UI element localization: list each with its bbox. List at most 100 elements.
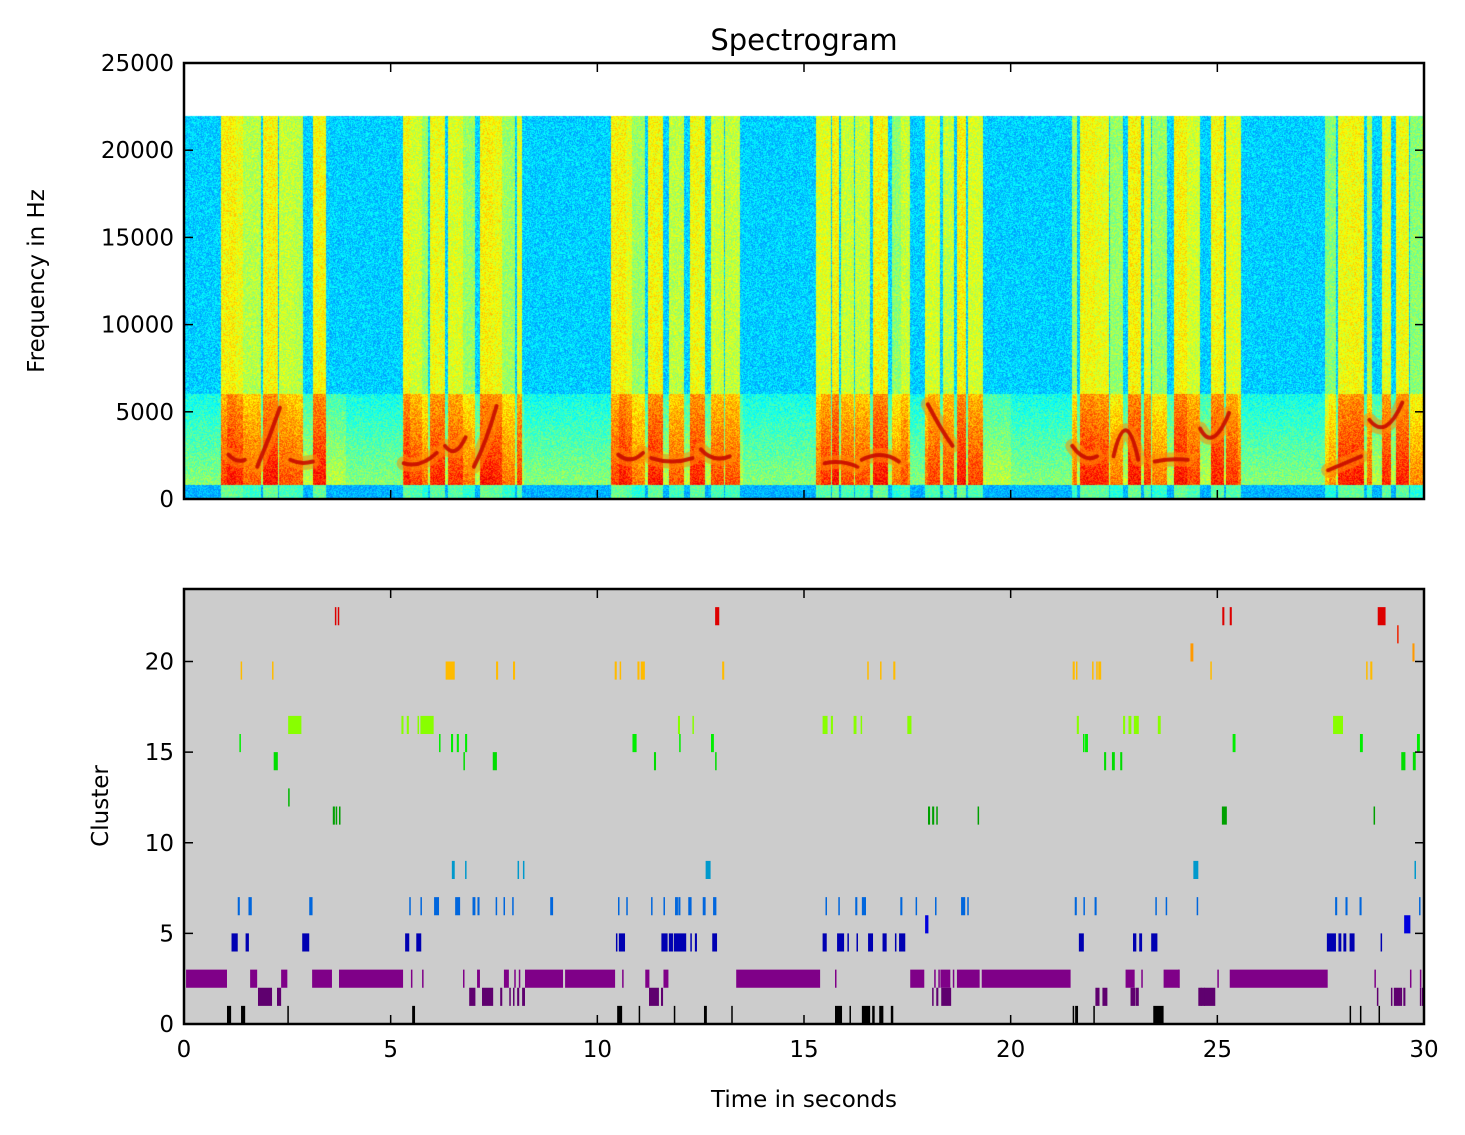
cluster-15-segment	[679, 734, 681, 753]
cluster-4-segment	[1139, 933, 1143, 952]
cluster-19-segment	[513, 661, 516, 680]
cluster-6-segment	[495, 897, 498, 916]
cluster-16-segment	[853, 715, 857, 735]
cluster-1-segment	[1419, 987, 1422, 1006]
cluster-1-segment	[1102, 987, 1108, 1006]
cluster-4-segment	[245, 933, 249, 952]
cluster-22-segment	[337, 607, 340, 626]
cluster-4-segment	[661, 933, 668, 952]
cluster-16-segment	[1128, 715, 1132, 735]
cluster-6-segment	[512, 897, 514, 916]
cluster-2-segment	[1217, 969, 1219, 988]
cluster-15-segment	[632, 734, 637, 753]
cluster-1-segment	[1403, 987, 1406, 1006]
cluster-4-segment	[1078, 933, 1084, 952]
cluster-19-segment	[640, 661, 645, 680]
cluster-4-segment	[1133, 933, 1137, 952]
cluster-4-segment	[712, 933, 717, 952]
cluster-2-segment	[1374, 969, 1376, 988]
cluster-4-segment	[668, 933, 673, 952]
cluster-0-segment	[1093, 1005, 1095, 1025]
cluster-1-segment	[1200, 987, 1205, 1006]
cluster-19-segment	[496, 661, 499, 680]
cluster-6-segment	[861, 897, 866, 916]
cluster-4-segment	[694, 933, 697, 952]
spectrogram-ytick-label: 25000	[101, 51, 174, 77]
cluster-1-segment	[513, 987, 515, 1006]
cluster-1-segment	[1095, 987, 1100, 1006]
cluster-8-segment	[1193, 860, 1199, 880]
cluster-0-segment	[879, 1005, 884, 1025]
cluster-4-segment	[837, 933, 845, 952]
cluster-19-segment	[867, 661, 869, 680]
cluster-19-segment	[1075, 661, 1078, 680]
cluster-0-segment	[1153, 1005, 1164, 1025]
spectrogram-ytick-label: 20000	[101, 138, 174, 164]
cluster-1-segment	[1130, 987, 1136, 1006]
cluster-xtick-label: 15	[789, 1037, 818, 1063]
cluster-2-segment	[410, 969, 413, 988]
cluster-11-segment	[932, 806, 935, 825]
spectrogram-title: Spectrogram	[710, 23, 897, 57]
spectrogram-axes-frame	[182, 61, 1426, 501]
cluster-4-segment	[1349, 933, 1355, 952]
cluster-4-segment	[231, 933, 238, 952]
cluster-16-segment	[677, 715, 680, 735]
cluster-6-segment	[309, 897, 313, 916]
cluster-0-segment	[638, 1005, 641, 1025]
cluster-0-segment	[1359, 1005, 1362, 1025]
cluster-6-segment	[1165, 897, 1168, 916]
cluster-8-segment	[517, 860, 520, 880]
cluster-1-segment	[936, 987, 939, 1006]
cluster-2-segment	[1419, 969, 1422, 988]
cluster-14-segment	[1412, 752, 1416, 771]
cluster-2-segment	[940, 969, 951, 988]
cluster-14-segment	[463, 752, 465, 771]
cluster-21-segment	[1397, 625, 1399, 644]
cluster-22-segment	[334, 607, 337, 626]
cluster-1-segment	[660, 987, 664, 1006]
cluster-4-segment	[822, 933, 827, 952]
cluster-2-segment	[281, 969, 288, 988]
cluster-6-segment	[678, 897, 681, 916]
spectrogram-ytick-label: 10000	[101, 313, 174, 339]
cluster-11-segment	[1373, 806, 1376, 825]
cluster-6-segment	[472, 897, 476, 916]
cluster-2-segment	[477, 969, 480, 988]
cluster-2-segment	[934, 969, 936, 988]
cluster-16-segment	[1333, 715, 1343, 735]
spectrogram-ytick-label: 5000	[115, 400, 174, 426]
cluster-6-segment	[237, 897, 240, 916]
cluster-15-segment	[1232, 734, 1236, 753]
cluster-ytick-label: 20	[145, 650, 174, 676]
cluster-xtick-label: 30	[1409, 1037, 1438, 1063]
cluster-6-segment	[855, 897, 858, 916]
cluster-4-segment	[1326, 933, 1336, 952]
cluster-6-segment	[420, 897, 422, 916]
cluster-16-segment	[417, 715, 420, 735]
cluster-0-segment	[673, 1005, 676, 1025]
cluster-ticks: 0 5 10 15 20 0 5 10 15 20 25 30	[145, 589, 1439, 1063]
cluster-16-segment	[907, 715, 912, 735]
cluster-ytick-label: 5	[159, 921, 174, 947]
cluster-2-segment	[1125, 969, 1135, 988]
cluster-14-segment	[273, 752, 278, 771]
cluster-6-segment	[967, 897, 969, 916]
cluster-0-segment	[1072, 1005, 1075, 1025]
cluster-16-segment	[1133, 715, 1139, 735]
spectrogram-image	[185, 64, 1423, 498]
cluster-6-segment	[838, 897, 840, 916]
cluster-1-segment	[932, 987, 934, 1006]
cluster-0-segment	[861, 1005, 871, 1025]
cluster-14-segment	[715, 752, 717, 771]
cluster-1-segment	[469, 987, 476, 1006]
cluster-0-segment	[890, 1005, 894, 1025]
cluster-19-segment	[1096, 661, 1098, 680]
cluster-x-axis-label: Time in seconds	[710, 1087, 897, 1113]
cluster-xtick-label: 0	[177, 1037, 192, 1063]
cluster-2-segment	[565, 969, 616, 988]
cluster-4-segment	[615, 933, 618, 952]
cluster-0-segment	[241, 1005, 246, 1025]
cluster-1-segment	[500, 987, 503, 1006]
